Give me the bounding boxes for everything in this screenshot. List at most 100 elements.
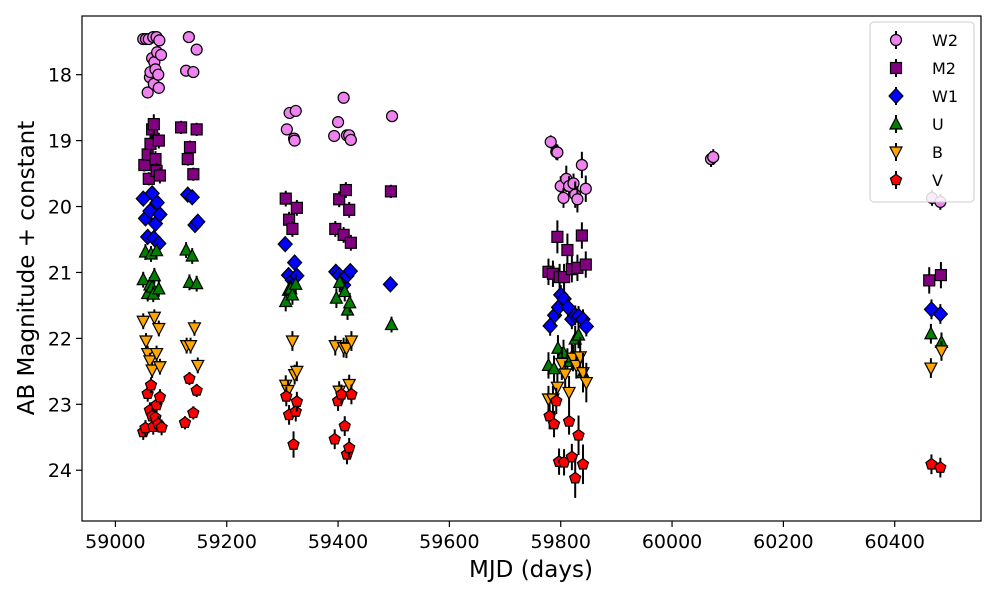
y-tick-label: 23 [48, 394, 72, 416]
data-point [329, 290, 344, 304]
plot-frame [81, 15, 982, 522]
legend-entry-v: V [889, 171, 943, 190]
series-w2 [137, 30, 947, 213]
data-point [279, 192, 292, 205]
data-point [187, 322, 202, 336]
data-point [568, 471, 582, 484]
series-m2 [138, 114, 948, 294]
data-point [934, 268, 948, 282]
legend: W2 M2 W1 UBV [869, 21, 975, 203]
data-point [280, 123, 293, 136]
data-point [139, 335, 154, 349]
data-point [152, 134, 165, 147]
data-point [185, 248, 200, 262]
data-point [189, 275, 204, 290]
data-point [174, 121, 188, 134]
data-point [342, 262, 359, 280]
data-point [187, 65, 200, 79]
data-point [550, 394, 563, 407]
data-point [562, 386, 577, 401]
data-point [551, 230, 564, 243]
data-point [147, 118, 160, 131]
data-point [934, 345, 949, 359]
x-tick-label: 60200 [753, 531, 813, 553]
legend-label: U [932, 115, 944, 134]
data-point [544, 135, 557, 149]
data-point [289, 104, 302, 118]
data-point [187, 406, 200, 419]
data-point [337, 91, 350, 104]
y-tick-label: 18 [48, 65, 72, 87]
data-point [149, 347, 164, 362]
y-tick-label: 22 [48, 328, 72, 350]
data-point [571, 193, 584, 206]
data-point [189, 213, 206, 231]
legend-box [869, 21, 975, 203]
x-tick-label: 59400 [308, 531, 368, 553]
legend-marker [888, 87, 904, 105]
data-point [153, 390, 167, 403]
legend-entry-w2: W2 [889, 31, 958, 50]
data-point [579, 258, 592, 271]
data-point [187, 168, 200, 181]
data-point [178, 416, 192, 429]
data-point [578, 318, 595, 335]
data-point [183, 340, 198, 354]
data-point [289, 405, 302, 417]
x-tick-label: 59000 [85, 531, 145, 553]
data-point [337, 228, 350, 241]
data-point [149, 242, 164, 257]
data-point [152, 206, 168, 223]
data-point [562, 414, 576, 427]
legend-entry-m2: M2 [889, 59, 956, 78]
data-point [384, 185, 398, 198]
data-point [331, 116, 345, 129]
data-point [182, 30, 195, 44]
data-point [152, 361, 167, 375]
data-point [342, 378, 357, 393]
data-point [343, 203, 356, 216]
y-tick-label: 24 [48, 460, 72, 482]
data-point [707, 150, 720, 164]
series-b [136, 309, 949, 413]
data-point [332, 274, 347, 288]
data-point [151, 281, 166, 295]
y-axis-label: AB Magnitude + constant [14, 121, 40, 416]
data-point [190, 383, 203, 396]
data-point [277, 235, 294, 253]
data-point [344, 335, 359, 349]
data-point [557, 270, 571, 284]
data-point [183, 141, 197, 154]
data-point [280, 389, 293, 402]
data-point [136, 315, 151, 330]
data-point [923, 325, 938, 340]
x-axis: 59000 59200 59400 59600 59800 60000 60200 60400 [85, 521, 925, 553]
data-point [575, 158, 588, 172]
data-point [290, 201, 303, 214]
legend-label: W1 [932, 87, 958, 106]
legend-marker [889, 61, 903, 75]
data-point [183, 372, 196, 384]
data-point [550, 381, 565, 395]
data-point [328, 432, 341, 445]
data-point [154, 48, 168, 61]
data-point [338, 419, 351, 432]
data-point [339, 183, 352, 197]
x-tick-label: 60000 [642, 531, 702, 553]
data-point [184, 188, 201, 206]
data-point [579, 376, 594, 391]
data-point [147, 311, 162, 326]
series-u [136, 242, 949, 390]
legend-label: M2 [932, 59, 956, 78]
data-point [155, 420, 168, 433]
data-point [558, 368, 573, 382]
x-axis-label: MJD (days) [469, 557, 593, 583]
data-point [579, 182, 592, 195]
data-point [288, 134, 301, 147]
data-point [923, 274, 936, 287]
data-point [190, 123, 203, 136]
data-point [385, 110, 399, 123]
y-tick-label: 21 [48, 262, 72, 284]
series-w1 [135, 184, 949, 337]
x-tick-label: 60400 [864, 531, 924, 553]
